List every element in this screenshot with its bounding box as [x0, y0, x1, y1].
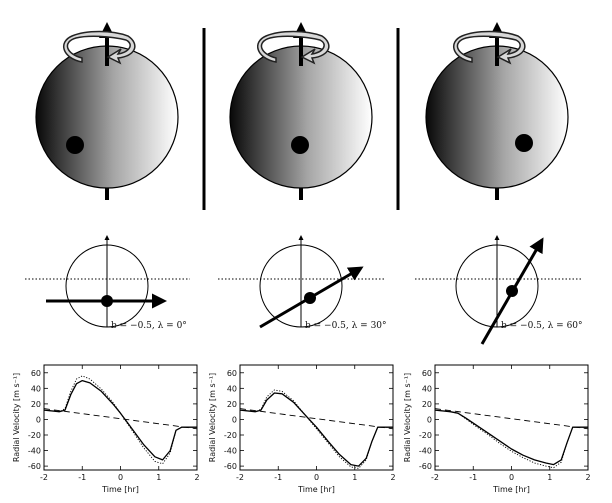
x-tick-label: 1 [156, 473, 161, 482]
y-tick-label: 0 [427, 415, 432, 424]
x-axis-label: Time [hr] [297, 485, 335, 494]
y-tick-label: 20 [422, 400, 432, 409]
planet [66, 136, 84, 154]
x-tick-label: -1 [469, 473, 477, 482]
series-dashed-line [239, 408, 394, 430]
planet [515, 134, 533, 152]
y-tick-label: -40 [224, 447, 237, 456]
rv-chart-2: -2 -1 0 1 2 -60 -40 -20 0 20 40 60 Time [hr] Radial V… [208, 364, 396, 494]
y-axis-label: Radial Velocity [m s⁻¹] [208, 373, 217, 462]
x-tick-label: -1 [78, 473, 86, 482]
geometry-panel-1: b = −0.5, λ = 0° [25, 235, 190, 331]
planet-position [304, 292, 316, 304]
y-tick-label: -40 [419, 447, 432, 456]
y-tick-label: -20 [28, 431, 41, 440]
y-tick-label: -40 [28, 447, 41, 456]
y-tick-label: 40 [227, 384, 237, 393]
series-dashed-line [43, 408, 198, 430]
plot-frame [434, 364, 589, 471]
planet [291, 136, 309, 154]
y-tick-label: -60 [419, 462, 432, 471]
y-tick-label: 0 [232, 415, 237, 424]
geometry-panel-2: b = −0.5, λ = 30° [218, 235, 387, 331]
y-tick-label: 20 [227, 400, 237, 409]
planet-position [101, 295, 113, 307]
y-tick-label: 20 [31, 400, 41, 409]
y-tick-label: -60 [28, 462, 41, 471]
star-panel-3 [425, 22, 569, 200]
y-tick-label: 0 [36, 415, 41, 424]
x-tick-label: 1 [547, 473, 552, 482]
x-tick-label: 0 [509, 473, 514, 482]
y-tick-label: -20 [224, 431, 237, 440]
plot-frame [43, 364, 198, 471]
x-tick-label: 2 [390, 473, 395, 482]
y-tick-label: -20 [419, 431, 432, 440]
series-solid-line [434, 409, 588, 466]
y-tick-label: 40 [422, 384, 432, 393]
star-disk [35, 45, 179, 189]
y-tick-label: -60 [224, 462, 237, 471]
y-axis-label: Radial Velocity [m s⁻¹] [12, 373, 21, 462]
geometry-annotation: b = −0.5, λ = 30° [305, 321, 387, 331]
y-tick-label: 60 [422, 369, 432, 378]
y-axis-label: Radial Velocity [m s⁻¹] [403, 373, 412, 462]
x-tick-label: -2 [40, 473, 48, 482]
series-dotted-line [434, 409, 588, 469]
planet-position [506, 285, 518, 297]
x-tick-label: 0 [314, 473, 319, 482]
y-tick-label: 60 [31, 369, 41, 378]
star-disk [229, 45, 373, 189]
geometry-panel-3: b = −0.5, λ = 60° [415, 235, 583, 345]
x-tick-label: 1 [352, 473, 357, 482]
star-panel-2 [229, 22, 373, 200]
x-tick-label: 2 [194, 473, 199, 482]
rotation-arrow-icon [62, 30, 136, 65]
plot-frame [239, 364, 394, 471]
series-solid-line [239, 392, 393, 467]
geometry-annotation: b = −0.5, λ = 0° [111, 321, 187, 331]
x-tick-label: -1 [274, 473, 282, 482]
series-solid-line [43, 379, 197, 461]
rotation-arrow-icon [256, 30, 330, 65]
series-dashed-line [434, 408, 589, 430]
star-panel-1 [35, 22, 179, 200]
rv-chart-1: -2 -1 0 1 2 -60 -40 -20 0 20 40 60 Time [hr] Radial V… [12, 364, 200, 494]
x-tick-label: 0 [118, 473, 123, 482]
y-tick-label: 40 [31, 384, 41, 393]
x-tick-label: -2 [236, 473, 244, 482]
series-dotted-line [43, 375, 197, 465]
x-axis-label: Time [hr] [101, 485, 139, 494]
rotation-arrow-icon [452, 30, 526, 65]
x-tick-label: 2 [585, 473, 590, 482]
star-disk [425, 45, 569, 189]
y-tick-label: 60 [227, 369, 237, 378]
series-dotted-line [239, 389, 393, 469]
x-tick-label: -2 [431, 473, 439, 482]
rv-chart-3: -2 -1 0 1 2 -60 -40 -20 0 20 40 60 Time [hr] Radial V… [403, 364, 591, 494]
x-axis-label: Time [hr] [492, 485, 530, 494]
geometry-annotation: b = −0.5, λ = 60° [501, 321, 583, 331]
